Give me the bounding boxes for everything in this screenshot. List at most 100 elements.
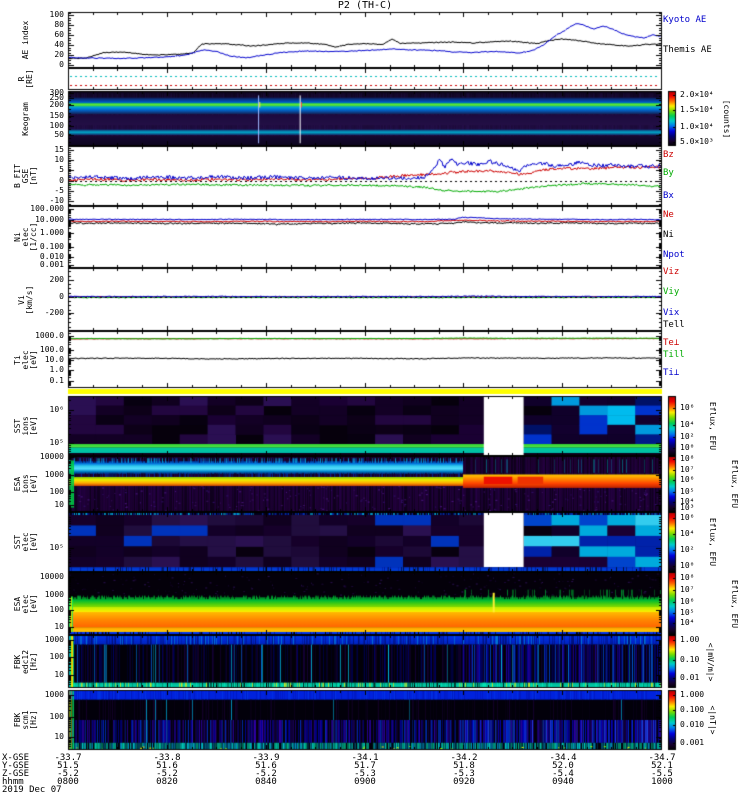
colorbar-tick-esa_e: 10⁴ [680, 618, 695, 627]
colorbar-tick-fbk_s: 1.000 [680, 690, 705, 699]
colorbar-tick-sst_e: 10⁶ [680, 513, 695, 522]
ytick-ae: 80 [54, 20, 64, 29]
ytick-t: 1.0 [49, 365, 64, 374]
ytick-esa_e: 10 [54, 622, 64, 631]
ylabel-sst_i: SST ions [eV] [13, 416, 38, 436]
colorbar-tick-esa_i: 10³ [680, 503, 695, 512]
axis-col-xgse: -34.4 [549, 753, 577, 763]
colorbar-tick-fbk_s: 0.010 [680, 720, 705, 729]
colorbar-tick-esa_e: 10⁸ [680, 573, 695, 582]
colorbar-tick-fbk_e: 1.00 [680, 635, 700, 644]
legend-vix: Vix [663, 308, 680, 318]
ylabel-r: R [RE] [17, 69, 34, 89]
plot-title: P2 (TH-C) [337, 0, 393, 11]
ytick-keo: 100 [49, 121, 64, 130]
axis-col-ygse: 51.8 [453, 761, 475, 771]
axis-row-label: hhmm [2, 777, 24, 787]
ytick-fbk_e: 100 [49, 652, 64, 661]
axis-col-hhmm: 0940 [552, 777, 574, 787]
axis-col-xgse: -34.7 [648, 753, 676, 763]
axis-col-hhmm: 0800 [57, 777, 79, 787]
axis-col-xgse: -34.1 [351, 753, 379, 763]
ytick-fbk_s: 1000 [44, 690, 64, 699]
ytick-keo: 50 [54, 130, 64, 139]
ytick-ae: 20 [54, 50, 64, 59]
ytick-sst_e: 10⁵ [49, 543, 64, 552]
colorbar-tick-esa_e: 10⁵ [680, 608, 695, 617]
axis-col-xgse: -33.8 [153, 753, 181, 763]
axis-col-ygse: 51.6 [156, 761, 178, 771]
colorbar-tick-keo: 5.0×10³ [680, 137, 714, 146]
axis-col-zgse: -5.2 [255, 769, 277, 779]
legend-till: Till [663, 350, 685, 360]
colorbar-tick-esa_i: 10⁷ [680, 465, 695, 474]
axis-col-ygse: 52.1 [651, 761, 673, 771]
ytick-fbk_s: 100 [49, 712, 64, 721]
colorbar-tick-sst_i: 10² [680, 432, 695, 441]
colorbar-tick-fbk_s: 0.001 [680, 738, 705, 747]
ytick-esa_i: 100 [49, 487, 64, 496]
ytick-esa_e: 1000 [44, 590, 64, 599]
ytick-keo: 150 [49, 111, 64, 120]
ytick-esa_e: 100 [49, 605, 64, 614]
axis-col-zgse: -5.3 [453, 769, 475, 779]
ytick-sst_i: 10⁶ [49, 405, 64, 414]
colorbar-tick-sst_i: 10⁶ [680, 403, 695, 412]
colorbar-tick-esa_i: 10⁸ [680, 454, 695, 463]
axis-col-hhmm: 1000 [651, 777, 673, 787]
axis-col-hhmm: 0840 [255, 777, 277, 787]
colorbar-tick-fbk_e: 0.01 [680, 673, 700, 682]
colorbar-unit-esa_i: Eflux, EFU [730, 459, 739, 509]
ytick-keo: 250 [49, 93, 64, 102]
colorbar-unit-fbk_s: <|nT|> [708, 705, 717, 735]
ytick-ae: 60 [54, 30, 64, 39]
ytick-t: 0.1 [49, 376, 64, 385]
ytick-fbk_e: 1000 [44, 635, 64, 644]
axis-row-label: Y-GSE [2, 761, 30, 771]
ytick-v: 200 [49, 275, 64, 284]
colorbar-tick-sst_e: 10² [680, 545, 695, 554]
ytick-b: 10 [54, 155, 64, 164]
legend-themis-ae: Themis AE [663, 45, 712, 55]
axis-col-ygse: 51.6 [255, 761, 277, 771]
legend-ti-: Ti⊥ [663, 368, 680, 378]
axis-col-zgse: -5.2 [156, 769, 178, 779]
axis-col-zgse: -5.5 [651, 769, 673, 779]
ytick-t: 10.0 [44, 355, 64, 364]
legend-ne: Ne [663, 210, 674, 220]
ytick-n: 0.100 [39, 242, 64, 251]
ytick-sst_i: 10⁵ [49, 438, 64, 447]
ytick-b: 15 [54, 145, 64, 154]
axis-col-zgse: -5.2 [57, 769, 79, 779]
ytick-ae: 0 [59, 60, 64, 69]
date-label: 2019 Dec 07 [2, 785, 62, 795]
legend-by: By [663, 168, 674, 178]
colorbar-tick-fbk_e: 0.10 [680, 655, 700, 664]
colorbar-tick-keo: 2.0×10⁴ [680, 90, 714, 99]
legend-kyoto-ae: Kyoto AE [663, 15, 707, 25]
legend-npot: Npot [663, 250, 685, 260]
colorbar-unit-fbk_e: <|mV/m|> [706, 642, 715, 681]
axis-col-zgse: -5.4 [552, 769, 574, 779]
ytick-v: -200 [44, 308, 64, 317]
axis-col-ygse: 51.5 [57, 761, 79, 771]
colorbar-tick-esa_i: 10⁴ [680, 497, 695, 506]
ytick-b: 5 [59, 165, 64, 174]
axis-col-hhmm: 0920 [453, 777, 475, 787]
colorbar-tick-esa_e: 10⁶ [680, 597, 695, 606]
colorbar-tick-keo: 1.5×10⁴ [680, 105, 714, 114]
legend-bz: Bz [663, 150, 674, 160]
ytick-b: 0 [59, 176, 64, 185]
ytick-b: -10 [49, 196, 64, 205]
axis-col-hhmm: 0900 [354, 777, 376, 787]
ytick-ae: 100 [49, 10, 64, 19]
axis-col-xgse: -33.7 [54, 753, 82, 763]
colorbar-tick-fbk_s: 0.100 [680, 705, 705, 714]
axis-col-ygse: 52.0 [552, 761, 574, 771]
legend-viz: Viz [663, 267, 680, 277]
ytick-fbk_s: 10 [54, 732, 64, 741]
axis-row-label: Z-GSE [2, 769, 30, 779]
ytick-keo: 300 [49, 88, 64, 97]
ytick-t: 1000.0 [35, 331, 64, 340]
